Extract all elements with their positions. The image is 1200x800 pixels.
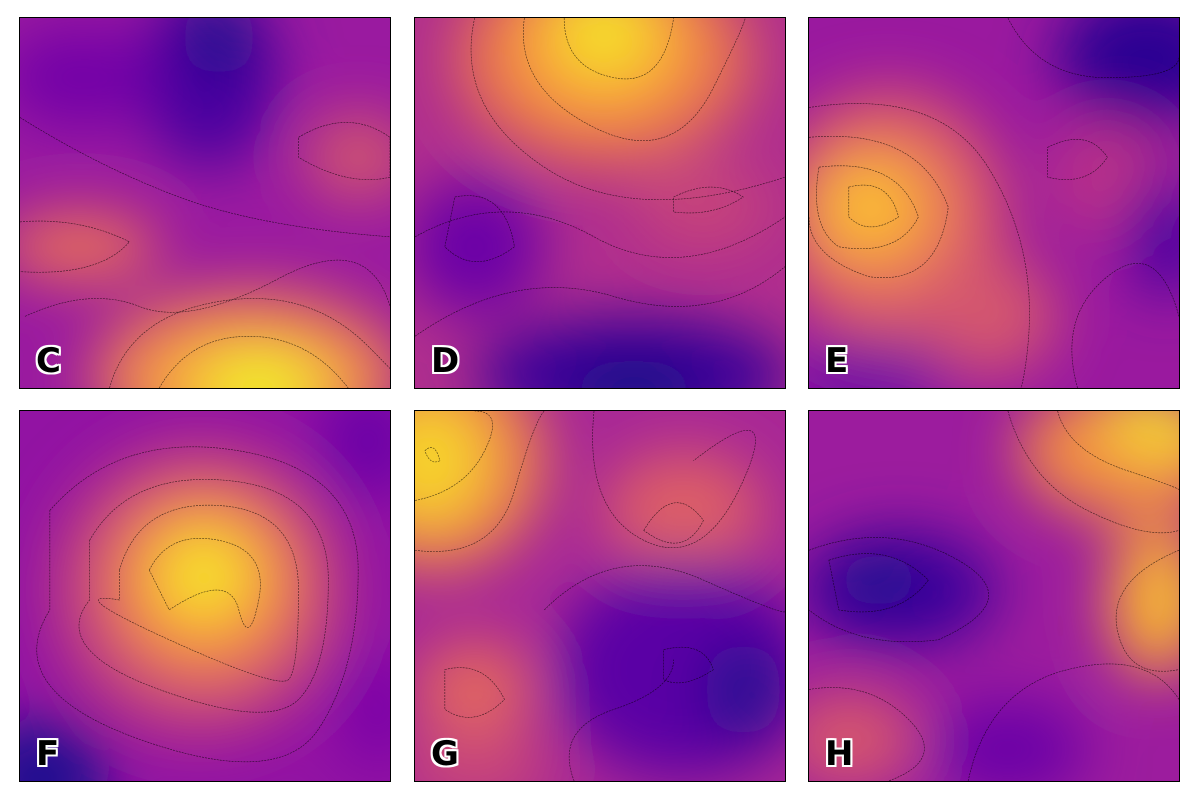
heatmap-panel-e: E <box>808 17 1180 389</box>
heatmap-panel-f: F <box>19 410 391 782</box>
heatmap-panel-g: G <box>414 410 786 782</box>
panel-label: E <box>824 341 849 381</box>
heatmap-panel-c: C <box>19 17 391 389</box>
panel-label: H <box>824 734 855 774</box>
panel-label: G <box>430 734 460 774</box>
heatmap-image <box>20 411 390 781</box>
heatmap-image <box>809 411 1179 781</box>
panel-label: F <box>35 734 60 774</box>
heatmap-panel-h: H <box>808 410 1180 782</box>
heatmap-image <box>809 18 1179 388</box>
heatmap-image <box>415 411 785 781</box>
heatmap-panel-d: D <box>414 17 786 389</box>
heatmap-image <box>415 18 785 388</box>
panel-label: C <box>35 341 62 381</box>
panel-label: D <box>430 341 460 381</box>
heatmap-image <box>20 18 390 388</box>
